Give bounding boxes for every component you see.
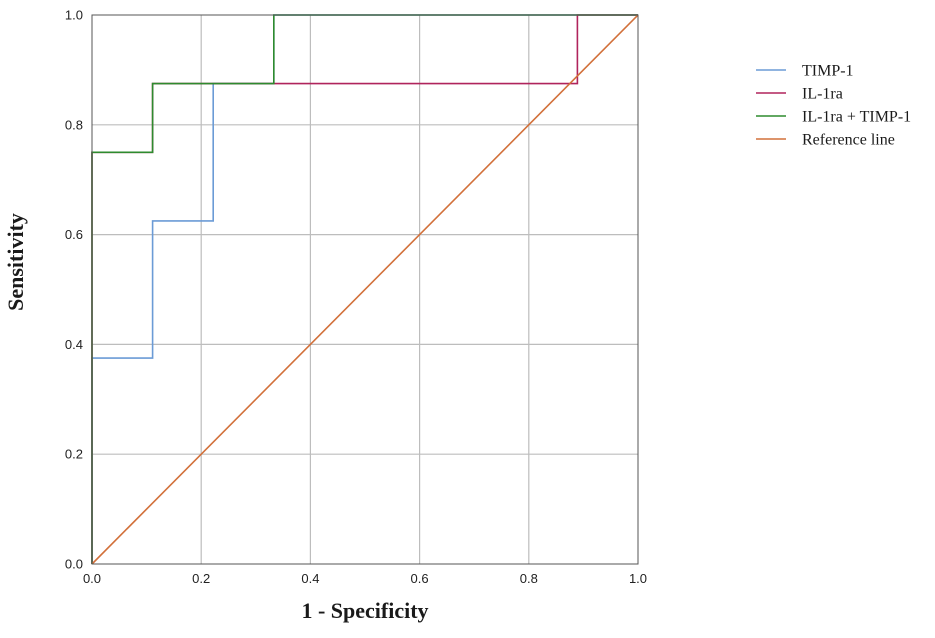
- legend-label-il-1ra-timp-1: IL-1ra + TIMP-1: [802, 109, 911, 126]
- legend-label-il-1ra: IL-1ra: [802, 86, 843, 103]
- y-tick-label: 1.0: [65, 8, 83, 23]
- y-tick-label: 0.8: [65, 117, 83, 132]
- y-tick-label: 0.6: [65, 227, 83, 242]
- tick-labels: 0.0 0.2 0.4 0.6 0.8 1.0 0.0 0.2 0.4 0.6 0.8 1.0: [65, 8, 647, 587]
- grid: [92, 15, 638, 564]
- y-tick-label: 0.2: [65, 447, 83, 462]
- series-line-reference-line: [91, 14, 639, 565]
- x-tick-label: 1.0: [629, 571, 647, 586]
- x-tick-label: 0.0: [83, 571, 101, 586]
- x-tick-label: 0.2: [192, 571, 210, 586]
- x-tick-label: 0.8: [520, 571, 538, 586]
- legend-label-reference-line: Reference line: [802, 132, 895, 149]
- x-axis-title: 1 - Specificity: [301, 598, 428, 623]
- x-tick-label: 0.4: [301, 571, 319, 586]
- y-tick-label: 0.4: [65, 337, 83, 352]
- y-axis-title: Sensitivity: [3, 213, 28, 311]
- legend: TIMP-1 IL-1ra IL-1ra + TIMP-1 Reference lin…: [756, 63, 911, 149]
- x-tick-label: 0.6: [411, 571, 429, 586]
- plot-frame: [91, 14, 639, 565]
- y-tick-label: 0.0: [65, 557, 83, 572]
- legend-label-timp-1: TIMP-1: [802, 63, 854, 80]
